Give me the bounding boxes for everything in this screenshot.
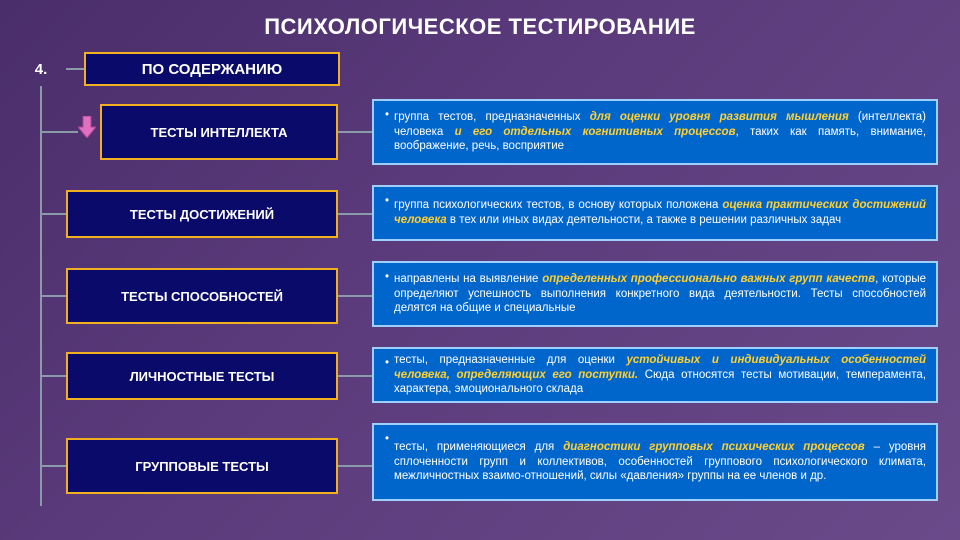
connector-h0 <box>66 68 84 70</box>
bullet-icon: • <box>380 355 394 371</box>
label-3: ТЕСТЫ СПОСОБНОСТЕЙ <box>121 289 283 304</box>
desc-2: группа психологических тестов, в основу … <box>394 198 926 228</box>
label-box-3: ТЕСТЫ СПОСОБНОСТЕЙ <box>66 268 338 324</box>
label-4: ЛИЧНОСТНЫЕ ТЕСТЫ <box>130 369 275 384</box>
connector-r2b <box>338 213 372 215</box>
label-1: ТЕСТЫ ИНТЕЛЛЕКТА <box>151 125 288 140</box>
bullet-icon: • <box>380 431 394 447</box>
connector-r1b <box>338 131 372 133</box>
label-5: ГРУППОВЫЕ ТЕСТЫ <box>135 459 269 474</box>
header-box: ПО СОДЕРЖАНИЮ <box>84 52 340 86</box>
bullet-icon: • <box>380 193 394 209</box>
label-box-4: ЛИЧНОСТНЫЕ ТЕСТЫ <box>66 352 338 400</box>
label-box-5: ГРУППОВЫЕ ТЕСТЫ <box>66 438 338 494</box>
desc-box-3: • направлены на выявление определенных п… <box>372 261 938 327</box>
desc-box-2: • группа психологических тестов, в основ… <box>372 185 938 241</box>
desc-box-1: • группа тестов, предназначенных для оце… <box>372 99 938 165</box>
connector-r5b <box>338 465 372 467</box>
desc-1: группа тестов, предназначенных для оценк… <box>394 110 926 155</box>
desc-3: направлены на выявление определенных про… <box>394 272 926 317</box>
label-box-1: ТЕСТЫ ИНТЕЛЛЕКТА <box>100 104 338 160</box>
arrow-down-icon <box>78 116 96 138</box>
desc-box-5: • тесты, применяющиеся для диагностики г… <box>372 423 938 501</box>
connector-r3b <box>338 295 372 297</box>
desc-box-4: • тесты, предназначенные для оценки усто… <box>372 347 938 403</box>
connector-r4b <box>338 375 372 377</box>
connector-r4a <box>40 375 66 377</box>
bullet-icon: • <box>380 269 394 285</box>
header-label: ПО СОДЕРЖАНИЮ <box>142 61 283 78</box>
connector-r2a <box>40 213 66 215</box>
desc-4: тесты, предназначенные для оценки устойч… <box>394 353 926 398</box>
desc-5: тесты, применяющиеся для диагностики гру… <box>394 440 926 485</box>
section-number: 4. <box>16 52 66 86</box>
bullet-icon: • <box>380 107 394 123</box>
connector-r3a <box>40 295 66 297</box>
main-title: ПСИХОЛОГИЧЕСКОЕ ТЕСТИРОВАНИЕ <box>0 14 960 40</box>
slide-canvas: ПСИХОЛОГИЧЕСКОЕ ТЕСТИРОВАНИЕ 4. ПО СОДЕР… <box>0 0 960 540</box>
label-box-2: ТЕСТЫ ДОСТИЖЕНИЙ <box>66 190 338 238</box>
connector-r1a <box>40 131 78 133</box>
connector-r5a <box>40 465 66 467</box>
label-2: ТЕСТЫ ДОСТИЖЕНИЙ <box>130 207 274 222</box>
